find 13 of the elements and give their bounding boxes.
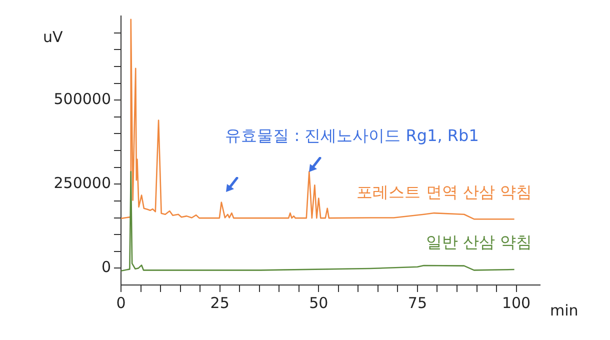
- y-tick-label: 250000: [54, 174, 111, 192]
- x-tick-label: 100: [502, 294, 531, 312]
- x-axis-title: min: [550, 301, 578, 320]
- y-axis-title: uV: [43, 28, 64, 46]
- series-label: 일반 산삼 약침: [426, 232, 532, 252]
- y-tick-label: 0: [101, 258, 111, 276]
- annotation: 유효물질 : 진세노사이드 Rg1, Rb1: [225, 126, 479, 146]
- x-tick-label: 25: [210, 294, 230, 312]
- x-tick-label: 75: [408, 294, 428, 312]
- x-tick-label: 50: [309, 294, 328, 312]
- y-tick-label: 500000: [54, 90, 111, 108]
- series-label: 포레스트 면역 산삼 약침: [356, 182, 532, 202]
- x-tick-label: 0: [116, 294, 126, 312]
